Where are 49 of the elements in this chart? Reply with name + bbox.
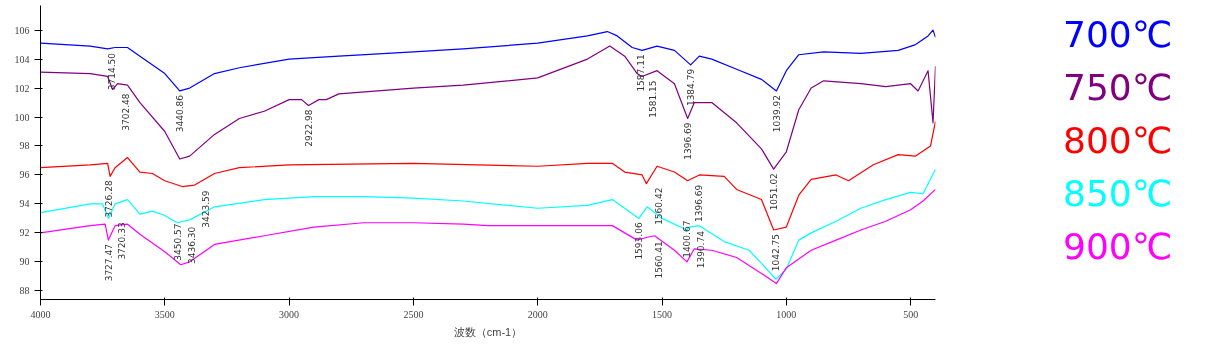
annotation: 3450.57 <box>172 223 183 261</box>
annotation: 2922.98 <box>303 109 314 147</box>
annotation: 1051.02 <box>769 173 780 211</box>
annotation: 3714.50 <box>106 52 117 91</box>
annotation: 1581.15 <box>648 80 659 118</box>
y-tick-label: 98 <box>19 140 30 152</box>
annotation: 1400.67 <box>682 220 693 258</box>
annotation: 3436.30 <box>187 226 198 264</box>
annotation: 3726.28 <box>104 180 115 218</box>
annotation: 3440.86 <box>175 94 186 133</box>
text: 850℃ <box>1063 173 1173 215</box>
y-tick-label: 96 <box>19 169 30 181</box>
annotation: 1560.41 <box>653 241 664 279</box>
annotation: 1384.79 <box>686 68 697 107</box>
text: 750℃ <box>1063 67 1173 109</box>
annotation: 1039.92 <box>771 94 782 133</box>
annotation: 1396.69 <box>694 184 705 222</box>
annotation: 1593.06 <box>634 222 645 260</box>
annotation: 3720.33 <box>116 222 127 260</box>
x-tick-label: 1500 <box>652 308 673 320</box>
annotation: 1560.42 <box>653 187 664 225</box>
x-tick-label: 2500 <box>403 308 424 320</box>
line-series <box>40 168 936 280</box>
text: 900℃ <box>1063 226 1173 268</box>
x-tick-label: 3500 <box>154 308 175 320</box>
x-tick-label: 1000 <box>776 308 797 320</box>
x-tick-label: 3000 <box>279 308 300 320</box>
annotation: 1587.11 <box>635 54 646 92</box>
annotation: 3702.48 <box>120 93 131 131</box>
annotation: 1396.69 <box>683 122 694 160</box>
annotation: 3727.47 <box>103 244 114 282</box>
y-tick-label: 88 <box>19 285 30 297</box>
x-tick-label: 500 <box>903 308 919 320</box>
y-tick-label: 94 <box>19 198 30 210</box>
text: 700℃ <box>1063 14 1173 56</box>
y-tick-label: 106 <box>14 24 30 36</box>
text: 800℃ <box>1063 120 1173 162</box>
x-tick-label: 4000 <box>30 308 51 320</box>
x-tick-label: 2000 <box>527 308 548 320</box>
line-series <box>40 45 936 170</box>
y-tick-label: 100 <box>14 111 30 123</box>
x-axis-title: 波数（cm-1） <box>453 325 523 338</box>
annotation: 1042.75 <box>771 233 782 272</box>
y-tick-label: 90 <box>19 256 30 268</box>
annotation: 1390.74 <box>695 230 706 269</box>
y-tick-label: 104 <box>14 53 30 65</box>
annotation: 3423.59 <box>201 190 212 228</box>
y-tick-label: 102 <box>14 82 30 94</box>
y-tick-label: 92 <box>19 227 30 239</box>
